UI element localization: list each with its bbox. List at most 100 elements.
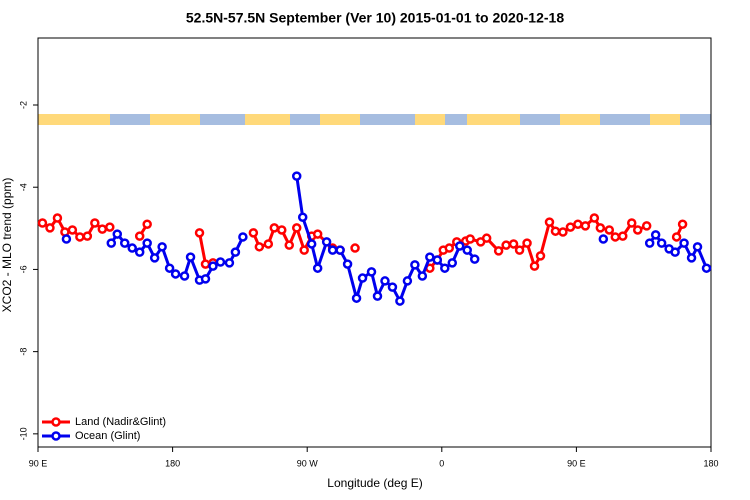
data-point xyxy=(650,230,661,240)
data-point xyxy=(215,257,226,267)
data-point xyxy=(97,224,108,234)
data-point xyxy=(501,240,511,250)
data-point xyxy=(610,232,621,242)
data-point xyxy=(544,217,555,227)
data-point xyxy=(589,213,600,223)
data-point xyxy=(656,238,667,248)
data-point xyxy=(380,276,390,286)
data-point xyxy=(641,221,652,231)
legend-marker xyxy=(51,431,61,441)
data-point xyxy=(432,255,443,265)
y-tick-label: -4 xyxy=(18,183,28,191)
data-point xyxy=(112,229,123,239)
data-point xyxy=(105,222,115,232)
land-ocean-strip xyxy=(38,114,711,125)
data-point xyxy=(644,238,655,248)
data-point xyxy=(535,251,546,261)
data-point xyxy=(558,227,568,237)
data-point xyxy=(604,225,615,235)
data-point xyxy=(350,243,360,253)
data-point xyxy=(372,291,383,301)
data-point xyxy=(299,245,309,255)
data-point xyxy=(462,245,472,255)
data-point xyxy=(208,261,218,271)
data-point xyxy=(692,242,703,252)
data-point xyxy=(127,243,137,253)
data-point xyxy=(701,263,712,273)
data-point xyxy=(142,238,152,248)
data-point xyxy=(200,259,211,269)
data-point xyxy=(529,261,540,271)
data-point xyxy=(417,271,428,281)
data-point xyxy=(493,246,504,256)
x-tick-label: 90 E xyxy=(29,458,48,468)
x-tick-label: 180 xyxy=(703,458,718,468)
data-point xyxy=(351,293,362,303)
data-point xyxy=(444,243,455,253)
data-point xyxy=(164,263,175,273)
data-point xyxy=(387,282,398,292)
data-point xyxy=(481,233,492,243)
x-tick-label: 90 W xyxy=(297,458,319,468)
y-tick-label: -6 xyxy=(18,265,28,273)
data-point xyxy=(447,258,458,268)
data-point xyxy=(230,247,241,257)
data-point xyxy=(342,259,353,269)
data-point xyxy=(514,245,525,255)
data-point xyxy=(142,219,152,229)
data-point xyxy=(52,213,63,223)
data-point xyxy=(269,223,280,233)
data-point xyxy=(67,225,78,235)
data-point xyxy=(185,252,196,262)
data-point xyxy=(321,237,332,247)
data-point xyxy=(284,240,295,250)
data-point xyxy=(254,242,265,252)
plot-frame xyxy=(37,37,712,448)
data-point xyxy=(626,218,637,228)
data-point xyxy=(248,228,259,238)
data-point xyxy=(410,260,420,270)
x-axis-label: Longitude (deg E) xyxy=(327,476,422,490)
data-point xyxy=(82,231,93,241)
data-point xyxy=(200,274,211,284)
data-point xyxy=(580,221,591,231)
data-point xyxy=(263,239,274,249)
data-point xyxy=(291,171,302,181)
data-point xyxy=(45,223,55,233)
data-point xyxy=(297,212,308,222)
data-point xyxy=(291,223,302,233)
data-point xyxy=(312,229,323,239)
data-point xyxy=(573,219,583,229)
data-point xyxy=(395,296,405,306)
y-tick-label: -10 xyxy=(18,427,28,440)
data-point xyxy=(335,245,345,255)
data-point xyxy=(677,219,688,229)
data-point xyxy=(670,247,680,257)
data-point xyxy=(37,218,48,228)
x-tick-label: 90 E xyxy=(567,458,586,468)
data-point xyxy=(465,234,475,244)
data-point xyxy=(224,258,235,268)
data-point xyxy=(90,218,100,228)
legend-label: Land (Nadir&Glint) xyxy=(75,416,166,428)
data-point xyxy=(522,238,532,248)
x-tick-label: 180 xyxy=(165,458,180,468)
data-point xyxy=(366,267,377,277)
data-point xyxy=(402,276,413,286)
data-point xyxy=(149,253,160,263)
data-point xyxy=(179,271,190,281)
legend-label: Ocean (Glint) xyxy=(75,430,140,442)
data-point xyxy=(277,225,287,235)
data-point xyxy=(357,273,368,283)
data-point xyxy=(632,225,643,235)
data-point xyxy=(679,238,689,248)
x-tick-label: 0 xyxy=(439,458,444,468)
data-point xyxy=(440,263,450,273)
data-point xyxy=(565,222,576,232)
y-tick-label: -2 xyxy=(18,101,28,109)
data-point xyxy=(327,245,338,255)
legend-marker xyxy=(51,417,61,427)
data-point xyxy=(618,231,628,241)
data-point xyxy=(134,247,145,257)
